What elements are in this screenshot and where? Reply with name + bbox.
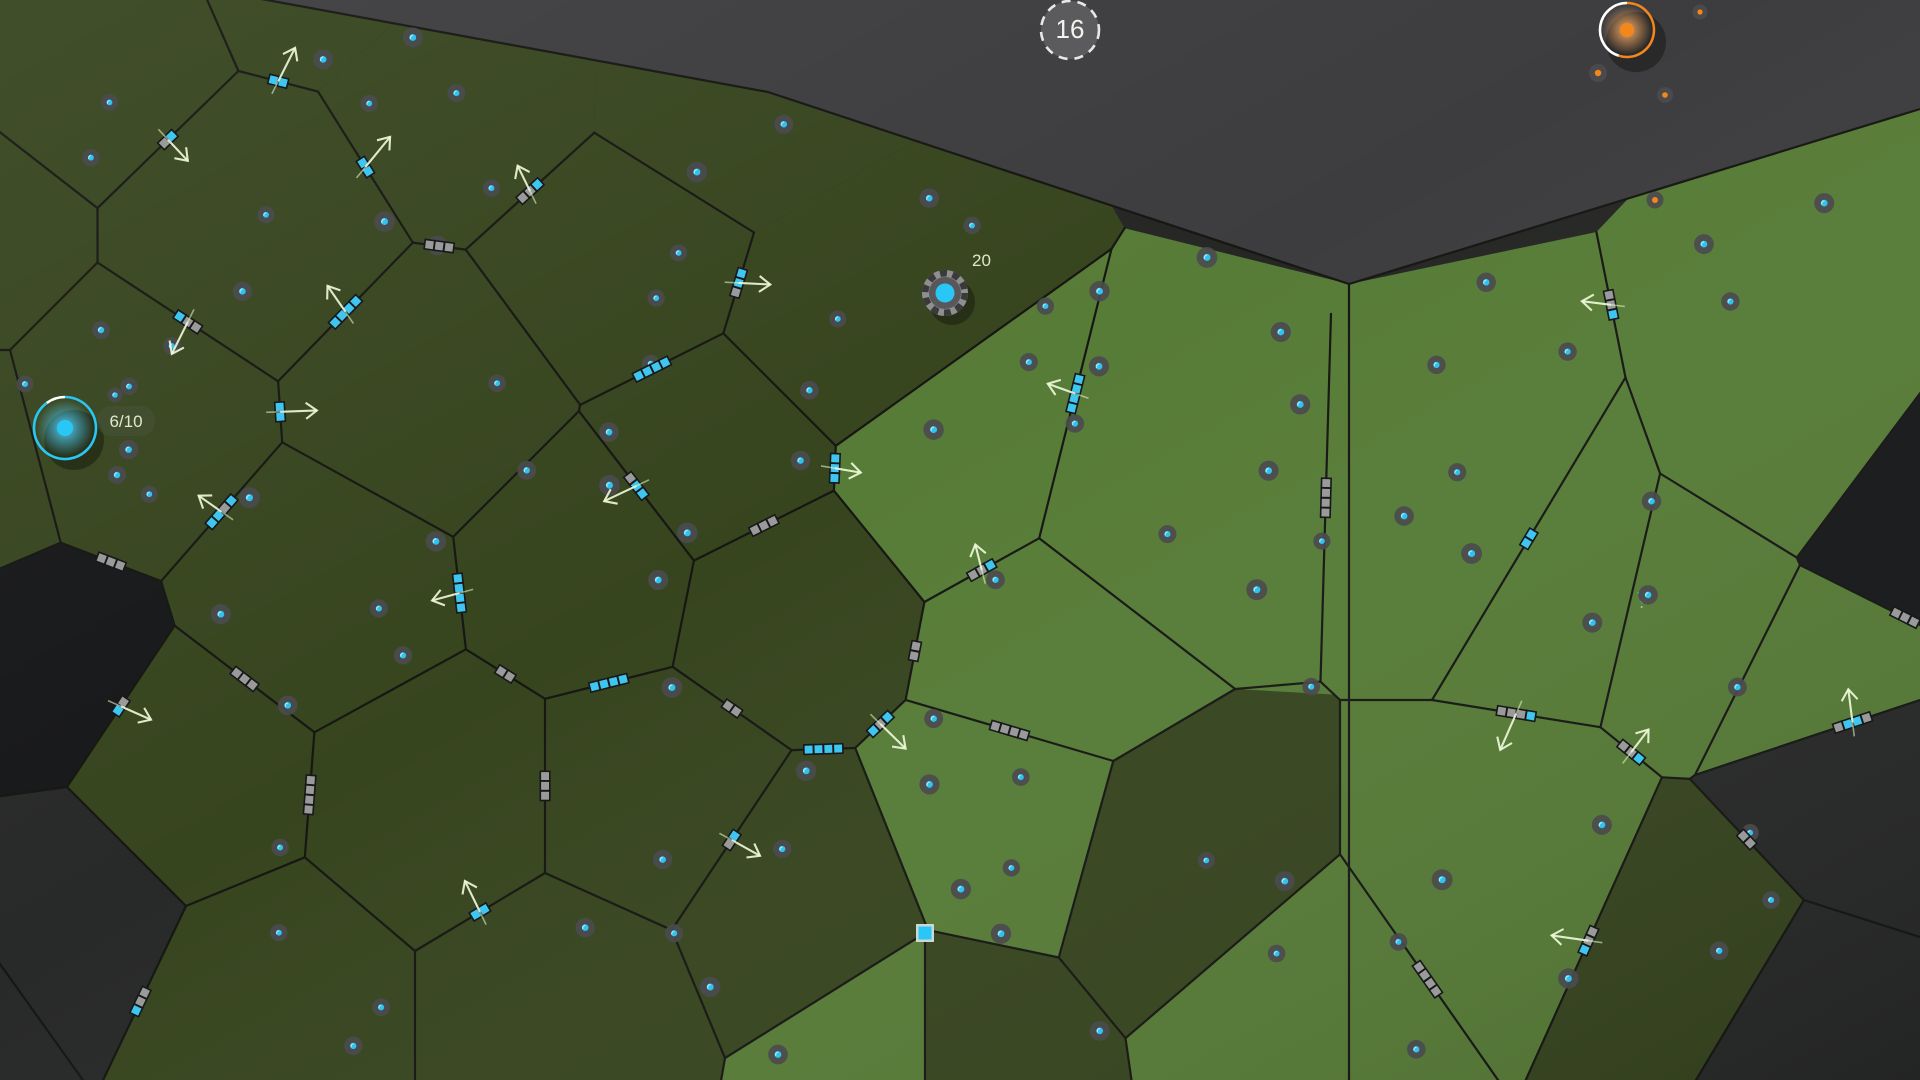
svg-text:20: 20 <box>972 251 991 270</box>
svg-text:6/10: 6/10 <box>109 412 142 431</box>
svg-text:16: 16 <box>1056 14 1085 44</box>
